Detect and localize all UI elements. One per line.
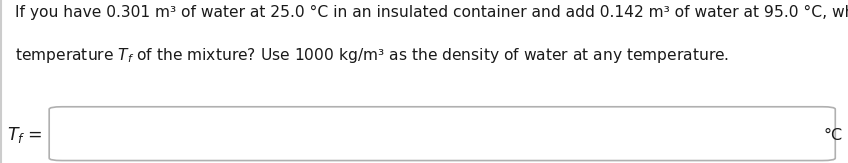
- Text: temperature $T_f$ of the mixture? Use 1000 kg/m³ as the density of water at any : temperature $T_f$ of the mixture? Use 10…: [15, 46, 729, 65]
- Text: If you have 0.301 m³ of water at 25.0 °C in an insulated container and add 0.142: If you have 0.301 m³ of water at 25.0 °C…: [15, 5, 848, 20]
- Text: °C: °C: [823, 128, 843, 143]
- Text: $T_f$ =: $T_f$ =: [7, 125, 42, 145]
- FancyBboxPatch shape: [49, 107, 835, 161]
